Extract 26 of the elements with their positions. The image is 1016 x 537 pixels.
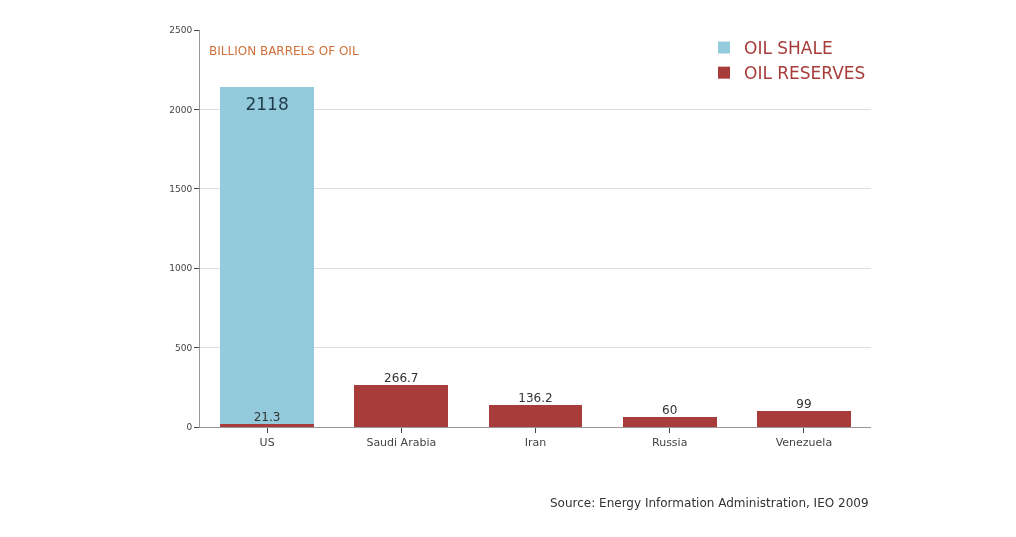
data-label: 60: [662, 403, 678, 418]
data-label: 21.3: [253, 409, 281, 424]
bar: [622, 417, 717, 427]
data-label: 136.2: [518, 391, 553, 406]
bar: [354, 384, 449, 427]
x-tick-label: Russia: [652, 436, 688, 450]
data-label: 266.7: [384, 370, 419, 385]
data-label: 2118: [245, 93, 289, 114]
y-tick-label: 2500: [169, 25, 193, 36]
y-tick-label: 500: [175, 342, 193, 353]
bar: [488, 405, 583, 427]
x-tick-label: Iran: [524, 436, 547, 450]
x-tick-label: Venezuela: [775, 436, 833, 450]
bar: [220, 87, 315, 424]
bar: [756, 411, 851, 427]
y-tick-label: 2000: [169, 104, 193, 115]
source-note: Source: Energy Information Administration, IEO 2009: [550, 496, 869, 510]
legend-label: OIL RESERVES: [744, 63, 866, 84]
annotation: BILLION BARRELS OF OIL: [209, 44, 359, 58]
y-tick-label: 1500: [169, 183, 193, 194]
y-tick-label: 1000: [169, 263, 193, 274]
data-label: 99: [796, 397, 812, 412]
x-tick-label: US: [259, 436, 275, 450]
x-tick-label: Saudi Arabia: [366, 436, 437, 450]
y-tick-label: 0: [186, 422, 193, 433]
legend-label: OIL SHALE: [744, 38, 833, 59]
